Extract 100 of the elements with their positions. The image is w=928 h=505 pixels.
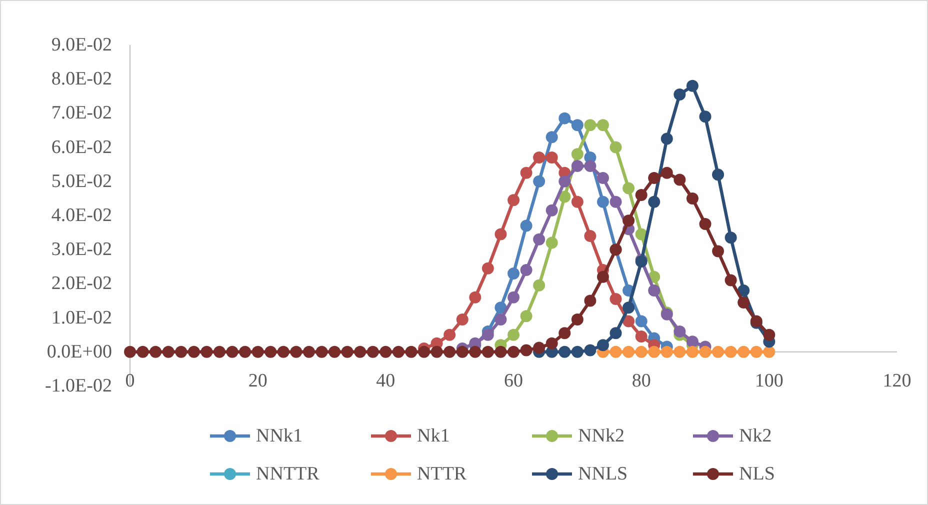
point	[635, 330, 648, 343]
point	[596, 270, 609, 283]
point	[277, 346, 290, 358]
point	[571, 119, 584, 132]
point	[546, 204, 558, 216]
point	[596, 172, 609, 184]
point	[264, 346, 277, 358]
point	[380, 346, 392, 358]
y-tick-label: 4.0E-02	[51, 205, 112, 226]
legend-label: NTTR	[417, 464, 467, 484]
legend-label: NNk1	[256, 426, 302, 446]
point	[508, 267, 520, 280]
point	[520, 310, 532, 322]
point	[290, 346, 302, 358]
point	[571, 196, 584, 208]
point	[686, 192, 698, 204]
point	[124, 346, 136, 358]
point	[622, 182, 635, 194]
point	[750, 346, 762, 358]
y-tick-label: -1.0E-02	[44, 376, 112, 396]
point	[648, 196, 660, 208]
point	[520, 166, 532, 179]
point	[558, 112, 571, 124]
point	[699, 110, 712, 123]
point	[571, 346, 584, 358]
point	[162, 346, 174, 358]
point	[712, 168, 724, 181]
point	[738, 296, 750, 308]
legend-label: NNTTR	[256, 464, 320, 484]
point	[635, 346, 648, 358]
x-tick-label: 100	[754, 370, 784, 392]
point	[239, 346, 252, 358]
point	[648, 172, 660, 184]
point	[533, 279, 546, 292]
x-tick-label: 80	[632, 370, 651, 392]
point	[558, 327, 571, 340]
point	[546, 131, 558, 144]
point	[213, 346, 226, 358]
legend-label: Nk2	[739, 426, 772, 446]
point	[546, 337, 558, 350]
point	[302, 346, 315, 358]
point	[533, 233, 546, 246]
point	[584, 160, 596, 172]
point	[188, 346, 200, 358]
point	[456, 346, 468, 358]
point	[392, 346, 404, 358]
y-tick-label: 1.0E-02	[51, 307, 112, 328]
point	[469, 346, 482, 358]
point	[674, 325, 686, 338]
point	[494, 302, 507, 314]
point	[444, 346, 456, 358]
point	[660, 166, 673, 179]
legend-label: Nk1	[417, 426, 450, 446]
point	[571, 148, 584, 160]
point	[699, 218, 712, 230]
point	[558, 175, 571, 188]
point	[610, 293, 622, 306]
point	[724, 232, 737, 244]
point	[482, 346, 494, 358]
point	[660, 132, 673, 145]
point	[635, 315, 648, 328]
point	[136, 346, 149, 358]
x-tick-label: 20	[248, 370, 268, 392]
point	[508, 328, 520, 341]
point	[596, 196, 609, 208]
point	[482, 328, 494, 341]
point	[316, 346, 328, 358]
point	[150, 346, 162, 358]
y-tick-label: 2.0E-02	[51, 273, 112, 294]
point	[584, 119, 596, 132]
point	[674, 174, 686, 186]
point	[686, 346, 698, 358]
point	[558, 190, 571, 203]
point	[699, 346, 712, 358]
point	[520, 264, 532, 276]
point	[494, 314, 507, 326]
point	[584, 230, 596, 242]
point	[648, 284, 660, 297]
point	[596, 119, 609, 132]
legend-label: NNk2	[578, 426, 624, 446]
point	[584, 294, 596, 307]
point	[724, 346, 737, 358]
y-tick-label: 8.0E-02	[51, 68, 112, 90]
point	[508, 291, 520, 304]
point	[763, 328, 776, 341]
point	[724, 274, 737, 286]
legend-label: NLS	[739, 464, 775, 484]
point	[341, 346, 354, 358]
point	[558, 346, 571, 358]
point	[738, 346, 750, 358]
point	[622, 302, 635, 314]
point	[494, 346, 507, 358]
point	[405, 346, 418, 358]
y-tick-label: 7.0E-02	[51, 102, 112, 124]
point	[660, 346, 673, 358]
point	[712, 245, 724, 258]
point	[738, 284, 750, 297]
point	[175, 346, 188, 358]
y-tick-label: 0.0E+00	[46, 341, 112, 362]
x-tick-label: 60	[504, 370, 523, 392]
